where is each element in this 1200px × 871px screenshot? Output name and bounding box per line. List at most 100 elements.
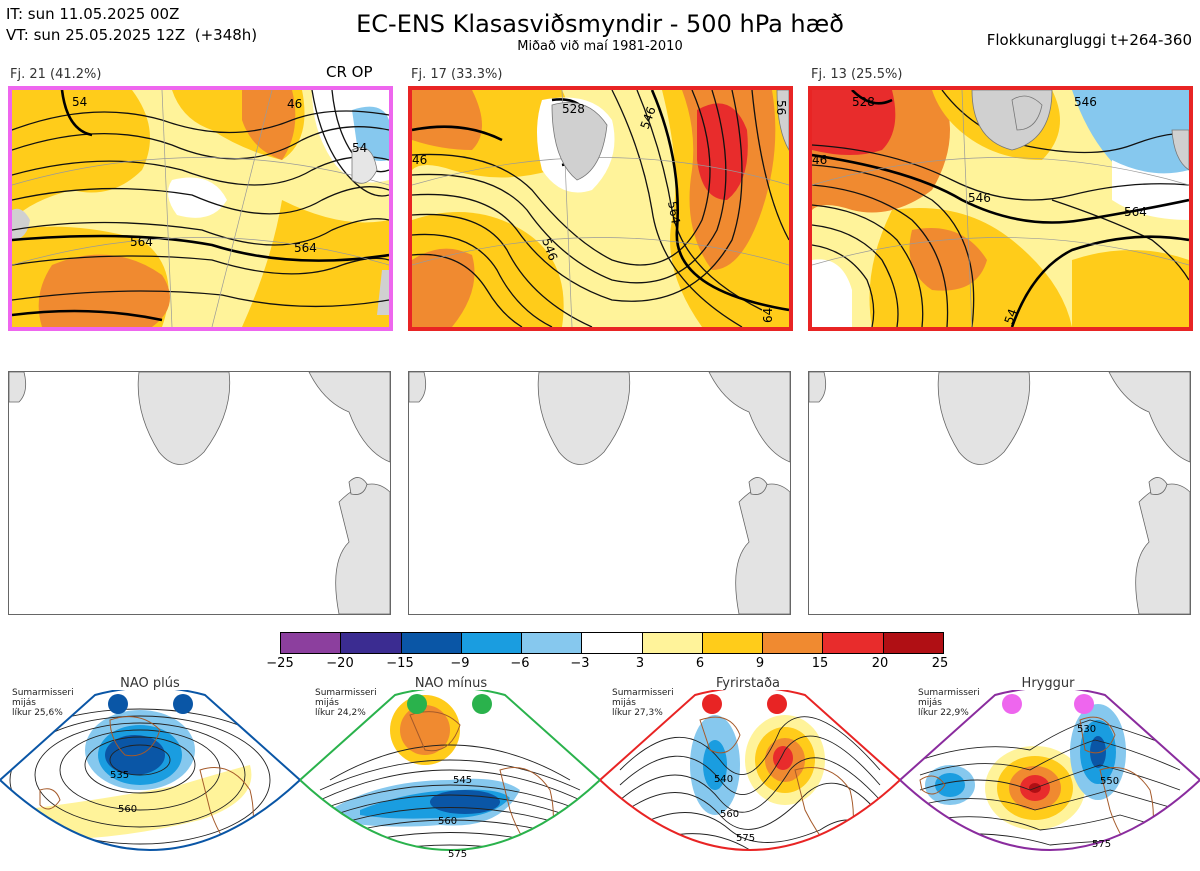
- colorbar-tick-label: 20: [871, 656, 889, 671]
- contour-label: 46: [287, 97, 302, 111]
- empty-map-2-graphic: [409, 372, 790, 614]
- empty-map-3[interactable]: [808, 371, 1191, 615]
- regime-4-map[interactable]: 530 550 575: [900, 690, 1200, 871]
- regime-dot: [407, 694, 427, 714]
- contour-label: 46: [412, 153, 427, 167]
- regime-4-title: Hryggur: [1021, 676, 1075, 691]
- contour-label: 564: [130, 235, 153, 249]
- contour-label: 535: [110, 770, 129, 781]
- page-title: EC-ENS Klasasviðsmyndir - 500 hPa hæð: [356, 10, 844, 38]
- regime-3-dots: [702, 694, 787, 714]
- colorbar-tick-label: 6: [695, 656, 705, 671]
- cluster-3-label: Fj. 13 (25.5%): [811, 67, 903, 82]
- regime-1-map[interactable]: 535 560: [0, 690, 300, 871]
- classification-window: Flokkunargluggi t+264-360: [986, 31, 1192, 49]
- contour-label: 575: [448, 849, 467, 860]
- cluster-1-extra-label: CR OP: [326, 63, 373, 81]
- colorbar-tick-label: 25: [931, 656, 949, 671]
- colorbar-segment: [401, 633, 462, 653]
- contour-label: 528: [852, 95, 875, 109]
- contour-label: 540: [714, 774, 733, 785]
- initial-time: IT: sun 11.05.2025 00Z: [6, 5, 180, 23]
- cluster-2-label: Fj. 17 (33.3%): [411, 67, 503, 82]
- page-subtitle: Miðað við maí 1981-2010: [517, 39, 683, 54]
- empty-map-2[interactable]: [408, 371, 791, 615]
- colorbar-tick-label: −9: [450, 656, 470, 671]
- cluster-map-2[interactable]: 528 546 546 564 564 46 64 56: [408, 86, 793, 331]
- regime-3-map[interactable]: 540 560 575: [600, 690, 900, 871]
- colorbar-tick-label: −6: [510, 656, 530, 671]
- regime-2-dots: [407, 694, 492, 714]
- contour-label: 54: [72, 95, 87, 109]
- colorbar-segment: [702, 633, 764, 653]
- regime-dot: [173, 694, 193, 714]
- colorbar-tick-label: 3: [635, 656, 645, 671]
- contour-label: 546: [968, 191, 991, 205]
- regime-4-dots: [1002, 694, 1094, 714]
- regime-1-title: NAO plús: [120, 676, 180, 691]
- regime-dot: [108, 694, 128, 714]
- regime-dot: [767, 694, 787, 714]
- colorbar-segment: [823, 633, 884, 653]
- contour-label: 528: [562, 102, 585, 116]
- contour-label: 64: [761, 308, 775, 323]
- colorbar-tick-label: −20: [326, 656, 354, 671]
- contour-label: 560: [118, 804, 137, 815]
- colorbar-segment: [763, 633, 824, 653]
- contour-label: 54: [352, 141, 367, 155]
- contour-label: 550: [1100, 776, 1119, 787]
- contour-label: 564: [1124, 205, 1147, 219]
- colorbar-segment: [642, 633, 703, 653]
- regime-dot: [472, 694, 492, 714]
- cluster-1-label: Fj. 21 (41.2%): [10, 67, 102, 82]
- regime-2-border: [300, 690, 600, 851]
- colorbar-tick-label: 9: [755, 656, 765, 671]
- colorbar-tick-label: 15: [811, 656, 829, 671]
- contour-label: 560: [720, 809, 739, 820]
- cluster-map-1[interactable]: 54 46 564 564 54: [8, 86, 393, 331]
- regime-4-border: [900, 690, 1200, 851]
- cluster-map-3-graphic: 528 546 546 564 46 54: [812, 90, 1189, 327]
- contour-label: 564: [294, 241, 317, 255]
- regime-2-map[interactable]: 545 560 575: [300, 690, 600, 871]
- valid-time: VT: sun 25.05.2025 12Z (+348h): [6, 26, 258, 44]
- contour-label: 575: [1092, 839, 1111, 850]
- colorbar-segment: [582, 633, 643, 653]
- colorbar: [280, 632, 944, 654]
- header-times: IT: sun 11.05.2025 00Z VT: sun 25.05.2025…: [6, 4, 257, 46]
- colorbar-tick-label: −3: [570, 656, 590, 671]
- cluster-map-2-graphic: 528 546 546 564 564 46 64 56: [412, 90, 789, 327]
- empty-map-1-graphic: [9, 372, 390, 614]
- regime-1-info: Sumarmisseri mijás líkur 25,6%: [12, 688, 74, 718]
- contour-label: 545: [453, 775, 472, 786]
- regime-3-border: [600, 690, 900, 851]
- cluster-map-1-graphic: 54 46 564 564 54: [12, 90, 389, 327]
- colorbar-segment: [461, 633, 523, 653]
- contour-label: 564: [532, 325, 555, 327]
- regime-dot: [1002, 694, 1022, 714]
- colorbar-segment: [341, 633, 402, 653]
- contour-label: 56: [774, 100, 788, 115]
- contour-label: 564: [665, 200, 683, 225]
- empty-map-1[interactable]: [8, 371, 391, 615]
- colorbar-segment: [883, 633, 943, 653]
- contour-label: 530: [1077, 724, 1096, 735]
- contour-label: 46: [812, 153, 827, 167]
- regime-1-dots: [108, 694, 193, 714]
- colorbar-segment: [281, 633, 342, 653]
- regime-dot: [702, 694, 722, 714]
- regime-4-info: Sumarmisseri mijás líkur 22,9%: [918, 688, 980, 718]
- regime-2-info: Sumarmisseri mijás líkur 24,2%: [315, 688, 377, 718]
- contour-label: 560: [438, 816, 457, 827]
- colorbar-tick-label: −25: [266, 656, 294, 671]
- regime-1-border: [0, 690, 300, 851]
- contour-label: 54: [1002, 307, 1020, 326]
- empty-map-3-graphic: [809, 372, 1190, 614]
- regime-3-title: Fyrirstaða: [715, 676, 781, 691]
- contour-label: 546: [1074, 95, 1097, 109]
- cluster-map-3[interactable]: 528 546 546 564 46 54: [808, 86, 1193, 331]
- colorbar-segment: [522, 633, 583, 653]
- regime-dot: [1074, 694, 1094, 714]
- regime-2-title: NAO mínus: [414, 676, 488, 691]
- colorbar-tick-label: −15: [386, 656, 414, 671]
